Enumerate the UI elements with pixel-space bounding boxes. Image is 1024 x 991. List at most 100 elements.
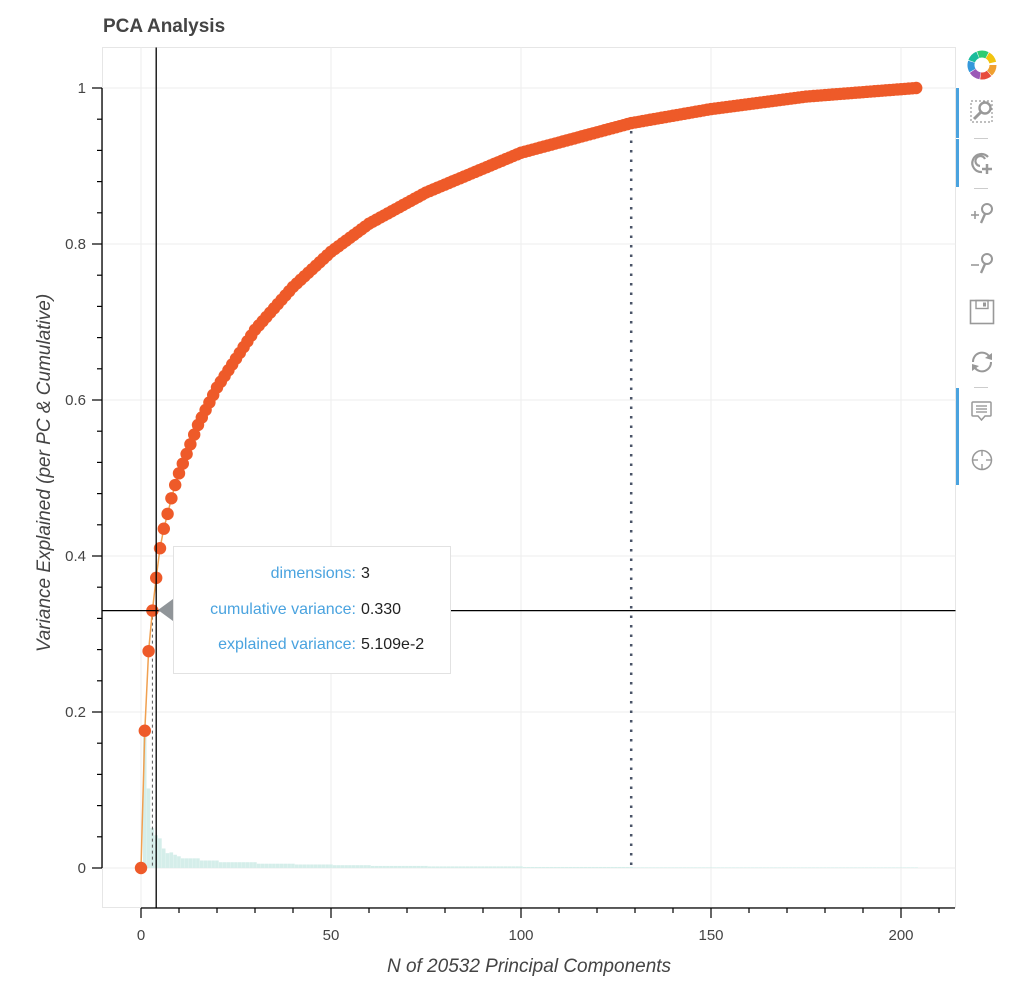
explained-variance-bar (899, 867, 903, 868)
explained-variance-bar (363, 865, 367, 868)
explained-variance-bar (621, 866, 626, 868)
explained-variance-bar (317, 864, 322, 868)
explained-variance-bar (880, 867, 884, 868)
explained-variance-bar (564, 866, 569, 868)
explained-variance-bar (663, 867, 668, 868)
crosshair-button[interactable] (964, 443, 1000, 477)
explained-variance-bar (819, 867, 823, 868)
explained-variance-bar (378, 865, 383, 868)
explained-variance-bar (545, 866, 550, 868)
explained-variance-bar (811, 867, 816, 868)
explained-variance-bar (902, 867, 907, 868)
explained-variance-bar (511, 866, 516, 868)
explained-variance-bar (211, 860, 215, 868)
cumulative-point (157, 522, 170, 535)
explained-variance-bar (906, 867, 911, 868)
explained-variance-bar (321, 864, 326, 868)
explained-variance-bar (690, 867, 694, 868)
wheel-zoom-button[interactable] (964, 146, 1000, 180)
explained-variance-bar (306, 864, 310, 868)
explained-variance-bar (199, 860, 204, 868)
toolbar-separator (974, 138, 988, 139)
explained-variance-bar (766, 867, 770, 868)
explained-variance-bar (671, 867, 675, 868)
explained-variance-bar (340, 865, 345, 868)
tooltip-key: explained variance: (218, 636, 356, 653)
cumulative-point (134, 861, 148, 875)
explained-variance-bar (302, 864, 307, 868)
explained-variance-bar (788, 867, 793, 868)
explained-variance-bar (283, 863, 288, 868)
tooltip-value: 0.330 (361, 601, 402, 618)
explained-variance-bar (397, 865, 402, 868)
reset-button[interactable] (964, 345, 1000, 379)
explained-variance-bar (180, 858, 185, 868)
explained-variance-bar (146, 788, 151, 868)
explained-variance-bar (914, 867, 918, 868)
explained-variance-bar (667, 867, 671, 868)
explained-variance-bar (633, 867, 637, 868)
explained-variance-bar (648, 867, 652, 868)
explained-variance-bar (215, 860, 219, 868)
explained-variance-bar (473, 866, 478, 868)
explained-variance-bar (534, 866, 538, 868)
explained-variance-bar (443, 866, 447, 868)
y-tick-label: 0.2 (65, 704, 86, 721)
explained-variance-bar (382, 865, 386, 868)
y-tick-label: 0.4 (65, 548, 86, 565)
cumulative-point (176, 457, 189, 470)
tooltip-row-explained-variance: explained variance: 5.109e-2 (174, 636, 450, 660)
explained-variance-bar (310, 864, 314, 868)
save-button[interactable] (964, 295, 1000, 329)
explained-variance-bar (674, 867, 679, 868)
explained-variance-bar (481, 866, 485, 868)
x-tick-label: 50 (323, 927, 340, 944)
explained-variance-bar (477, 866, 481, 868)
explained-variance-bar (572, 866, 576, 868)
tooltip-value: 3 (361, 565, 370, 582)
bokeh-logo-icon[interactable] (964, 50, 1000, 80)
explained-variance-bar (735, 867, 740, 868)
explained-variance-bar (895, 867, 899, 868)
explained-variance-bar (161, 848, 166, 868)
explained-variance-bar (234, 862, 238, 868)
explained-variance-bar (614, 866, 618, 868)
toolbar-separator (974, 188, 988, 189)
cumulative-point (138, 724, 151, 737)
explained-variance-bar (367, 865, 371, 868)
explained-variance-bar (401, 865, 405, 868)
explained-variance-bar (142, 730, 147, 868)
explained-variance-bar (678, 867, 683, 868)
box-zoom-button[interactable] (964, 95, 1000, 129)
explained-variance-bar (553, 866, 557, 868)
cumulative-point (169, 478, 182, 492)
explained-variance-bar (313, 864, 318, 868)
explained-variance-bar (659, 867, 664, 868)
explained-variance-bar (864, 867, 869, 868)
explained-variance-bar (541, 866, 546, 868)
hover-button[interactable] (964, 395, 1000, 429)
explained-variance-bar (845, 867, 850, 868)
explained-variance-bar (557, 866, 561, 868)
explained-variance-bar (853, 867, 858, 868)
x-tick-label: 100 (508, 927, 533, 944)
explained-variance-bar (826, 867, 831, 868)
explained-variance-bar (249, 862, 253, 868)
explained-variance-bar (465, 866, 470, 868)
explained-variance-bar (610, 866, 614, 868)
tooltip-row-dimensions: dimensions: 3 (174, 565, 450, 589)
explained-variance-bar (861, 867, 865, 868)
box-zoom-icon (970, 100, 993, 123)
cumulative-series (134, 81, 923, 875)
y-axis-label: Variance Explained (per PC & Cumulative) (34, 294, 55, 652)
explained-variance-bar (374, 865, 379, 868)
explained-variance-bar (625, 866, 630, 868)
zoom-out-button[interactable] (964, 246, 1000, 280)
zoom-in-button[interactable] (964, 196, 1000, 230)
explained-variance-bar (655, 867, 660, 868)
explained-variance-bar (196, 858, 200, 868)
explained-variance-bar (203, 860, 208, 868)
explained-variance-bar (617, 866, 622, 868)
explained-variance-bar (355, 865, 360, 868)
